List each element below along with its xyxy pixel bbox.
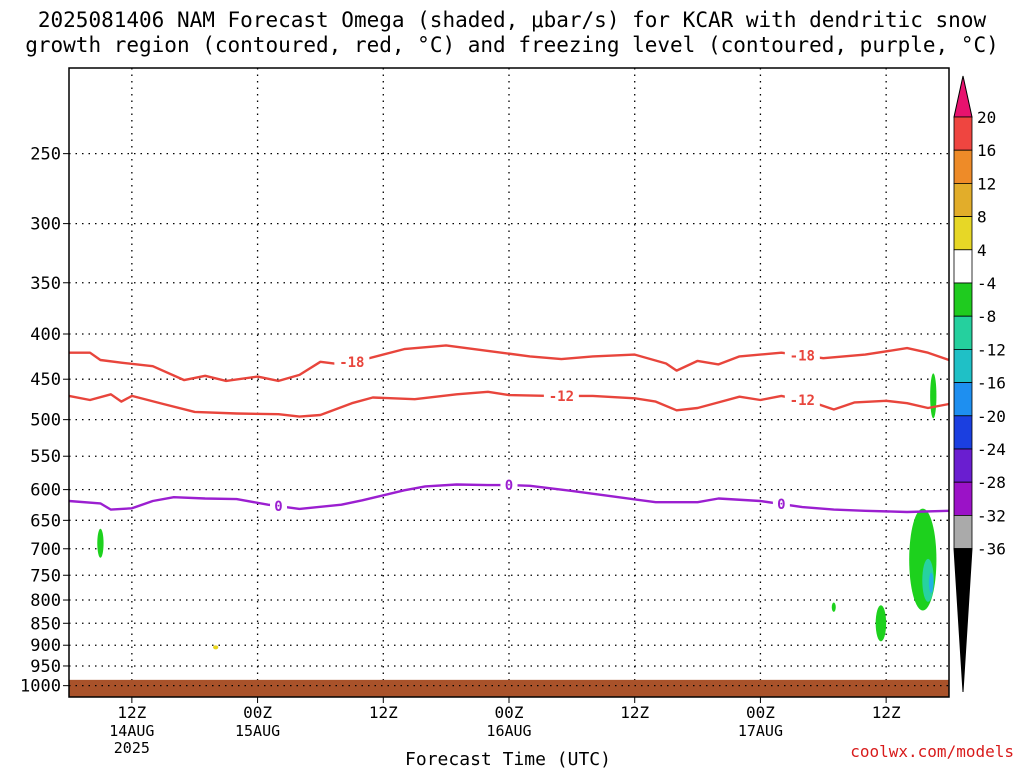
x-tick-label: 00Z bbox=[243, 703, 272, 722]
colorbar-bottom-arrow bbox=[953, 548, 973, 693]
colorbar-segment bbox=[953, 182, 973, 217]
colorbar-segment bbox=[953, 315, 973, 350]
omega-shade-7 bbox=[928, 572, 934, 593]
contour-label--12: -12 bbox=[549, 389, 574, 405]
x-tick-label: 00Z bbox=[495, 703, 524, 722]
credit-text: coolwx.com/models bbox=[850, 742, 1014, 761]
x-tick-label: 12Z bbox=[872, 703, 901, 722]
title-line-1: 2025081406 NAM Forecast Omega (shaded, μ… bbox=[37, 8, 987, 32]
colorbar-segment bbox=[953, 515, 973, 550]
y-tick-label: 750 bbox=[30, 566, 61, 586]
colorbar-top-arrow bbox=[953, 75, 973, 118]
colorbar-label: 4 bbox=[977, 241, 987, 260]
colorbar-label: -8 bbox=[977, 307, 996, 326]
contour-label-0: 0 bbox=[274, 499, 282, 515]
omega-shade-1 bbox=[213, 645, 219, 650]
colorbar-segment bbox=[953, 481, 973, 516]
x-tick-date-label: 15AUG bbox=[235, 722, 280, 740]
y-tick-label: 800 bbox=[30, 591, 61, 611]
colorbar-label: -4 bbox=[977, 274, 996, 293]
colorbar-label: -16 bbox=[977, 374, 1006, 393]
y-tick-label: 450 bbox=[30, 370, 61, 390]
grid-layer bbox=[69, 68, 949, 697]
colorbar-label: -28 bbox=[977, 473, 1006, 492]
colorbar-segment bbox=[953, 448, 973, 483]
y-tick-label: 300 bbox=[30, 215, 61, 235]
shade-layer bbox=[97, 373, 937, 650]
y-tick-label: 950 bbox=[30, 657, 61, 677]
y-tick-label: 850 bbox=[30, 614, 61, 634]
ground-layer bbox=[69, 679, 949, 697]
x-tick-label: 00Z bbox=[746, 703, 775, 722]
contour-label-bg bbox=[772, 496, 790, 513]
ground-surface bbox=[69, 679, 949, 697]
omega-shade-0 bbox=[97, 528, 104, 558]
contour-label-0: 0 bbox=[777, 497, 785, 513]
colorbar-segment bbox=[953, 348, 973, 383]
y-tick-label: 500 bbox=[30, 411, 61, 431]
x-tick-date-label: 16AUG bbox=[486, 722, 531, 740]
omega-shade-5 bbox=[909, 508, 937, 611]
colorbar-label: 8 bbox=[977, 208, 987, 227]
contour-label-bg bbox=[543, 387, 579, 404]
colorbar: 20 16 12 8 4 -4 -8 -12 -16 -20 -24 -28 -32 -36 bbox=[953, 75, 1006, 693]
contour-label-bg bbox=[500, 477, 518, 494]
y-tick-label: 350 bbox=[30, 274, 61, 294]
colorbar-label: -24 bbox=[977, 440, 1006, 459]
colorbar-segment bbox=[953, 216, 973, 251]
colorbar-label: -12 bbox=[977, 340, 1006, 359]
colorbar-label: -20 bbox=[977, 407, 1006, 426]
contour-label-bg bbox=[784, 347, 820, 364]
title-line-2: growth region (contoured, red, °C) and f… bbox=[25, 33, 999, 57]
x-tick-label: 12Z bbox=[117, 703, 146, 722]
contour-label-0: 0 bbox=[505, 478, 513, 494]
chart-title: 2025081406 NAM Forecast Omega (shaded, μ… bbox=[0, 8, 1024, 58]
contour-line--12 bbox=[68, 390, 950, 418]
colorbar-label: -32 bbox=[977, 506, 1006, 525]
colorbar-label: 20 bbox=[977, 108, 996, 127]
y-tick-label: 600 bbox=[30, 481, 61, 501]
y-tick-label: 650 bbox=[30, 511, 61, 531]
x-tick-label: 12Z bbox=[369, 703, 398, 722]
plot-frame bbox=[68, 67, 950, 698]
y-tick-label: 250 bbox=[30, 145, 61, 165]
colorbar-label: 12 bbox=[977, 174, 996, 193]
colorbar-segment bbox=[953, 282, 973, 317]
y-axis: 2503003504004505005506006507007508008509… bbox=[20, 145, 69, 697]
contour-label-bg bbox=[784, 392, 820, 409]
omega-shade-3 bbox=[875, 605, 887, 642]
colorbar-segment bbox=[953, 116, 973, 151]
y-tick-label: 700 bbox=[30, 540, 61, 560]
x-tick-date-label: 17AUG bbox=[738, 722, 783, 740]
omega-shade-2 bbox=[831, 602, 836, 612]
colorbar-segment bbox=[953, 382, 973, 417]
contour-label--18: -18 bbox=[339, 355, 364, 371]
y-tick-label: 550 bbox=[30, 447, 61, 467]
y-tick-label: 400 bbox=[30, 325, 61, 345]
contour-label-bg bbox=[334, 354, 370, 371]
colorbar-segment bbox=[953, 149, 973, 184]
x-axis-label: Forecast Time (UTC) bbox=[405, 749, 611, 768]
contour-line--18 bbox=[69, 344, 950, 383]
colorbar-label: -36 bbox=[977, 540, 1006, 559]
y-tick-label: 900 bbox=[30, 636, 61, 656]
colorbar-label: 16 bbox=[977, 141, 996, 160]
x-tick-date-label: 14AUG bbox=[109, 722, 154, 740]
x-tick-label: 12Z bbox=[620, 703, 649, 722]
omega-shade-4 bbox=[930, 373, 937, 419]
x-tick-date-label: 2025 bbox=[114, 739, 150, 757]
colorbar-segment bbox=[953, 415, 973, 450]
colorbar-segment bbox=[953, 249, 973, 284]
y-tick-label: 1000 bbox=[20, 677, 61, 697]
contour-label--12: -12 bbox=[790, 393, 815, 409]
contour-label-bg bbox=[270, 498, 288, 515]
contour-label--18: -18 bbox=[790, 348, 815, 364]
